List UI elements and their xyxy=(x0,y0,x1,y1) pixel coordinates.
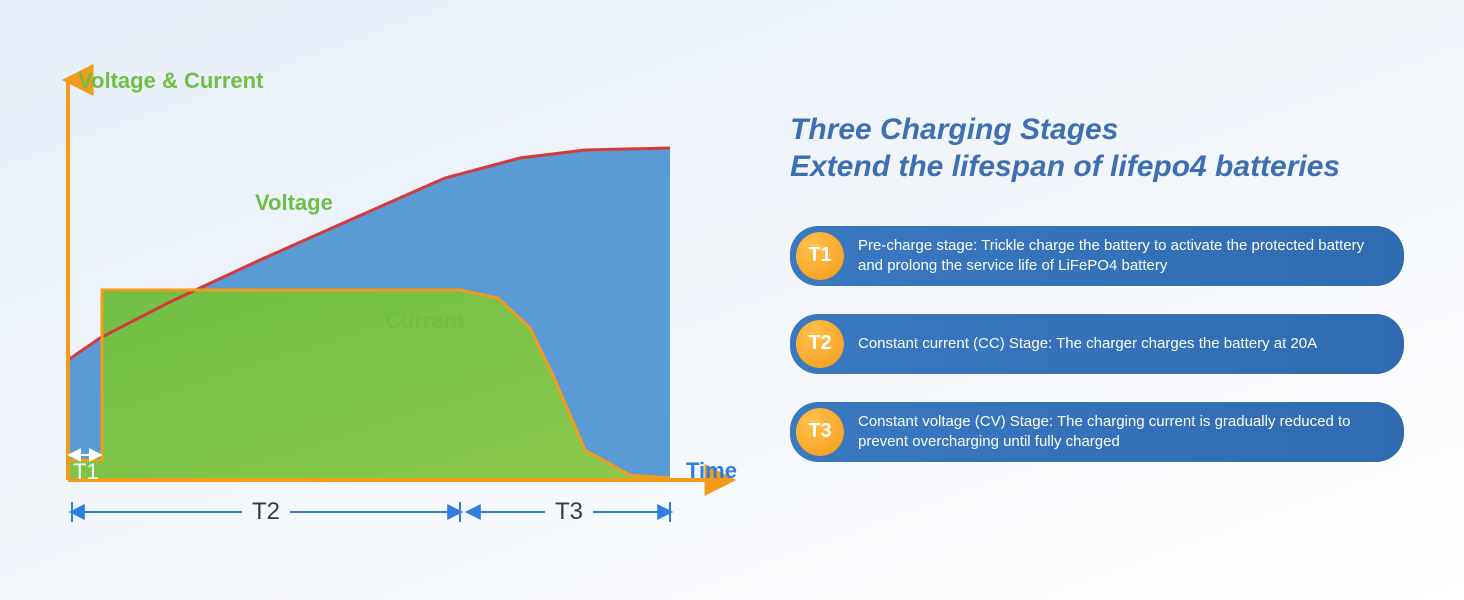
t3-label: T3 xyxy=(555,498,583,526)
t1-label: T1 xyxy=(73,459,99,485)
headline-line1: Three Charging Stages xyxy=(790,111,1404,149)
stage-text-t1: Pre-charge stage: Trickle charge the bat… xyxy=(858,236,1384,275)
text-panel: Three Charging Stages Extend the lifespa… xyxy=(750,111,1464,490)
stage-text-t3: Constant voltage (CV) Stage: The chargin… xyxy=(858,412,1384,451)
infographic-root: Voltage & Current Voltage Current T1 T2 … xyxy=(0,0,1464,600)
current-series-label: Current xyxy=(385,308,464,334)
stage-row-t2: T2 Constant current (CC) Stage: The char… xyxy=(790,314,1404,374)
x-axis-title: Time xyxy=(686,458,737,484)
stage-badge-t2: T2 xyxy=(796,320,844,368)
voltage-series-label: Voltage xyxy=(255,190,333,216)
stage-row-t3: T3 Constant voltage (CV) Stage: The char… xyxy=(790,402,1404,462)
headline-line2: Extend the lifespan of lifepo4 batteries xyxy=(790,148,1404,186)
stage-badge-t3: T3 xyxy=(796,408,844,456)
t2-label: T2 xyxy=(252,498,280,526)
chart-panel: Voltage & Current Voltage Current T1 T2 … xyxy=(30,50,750,550)
y-axis-title: Voltage & Current xyxy=(78,68,263,94)
stage-row-t1: T1 Pre-charge stage: Trickle charge the … xyxy=(790,226,1404,286)
stage-badge-t1: T1 xyxy=(796,232,844,280)
stage-text-t2: Constant current (CC) Stage: The charger… xyxy=(858,334,1317,354)
headline: Three Charging Stages Extend the lifespa… xyxy=(790,111,1404,186)
chart-svg xyxy=(30,50,750,550)
